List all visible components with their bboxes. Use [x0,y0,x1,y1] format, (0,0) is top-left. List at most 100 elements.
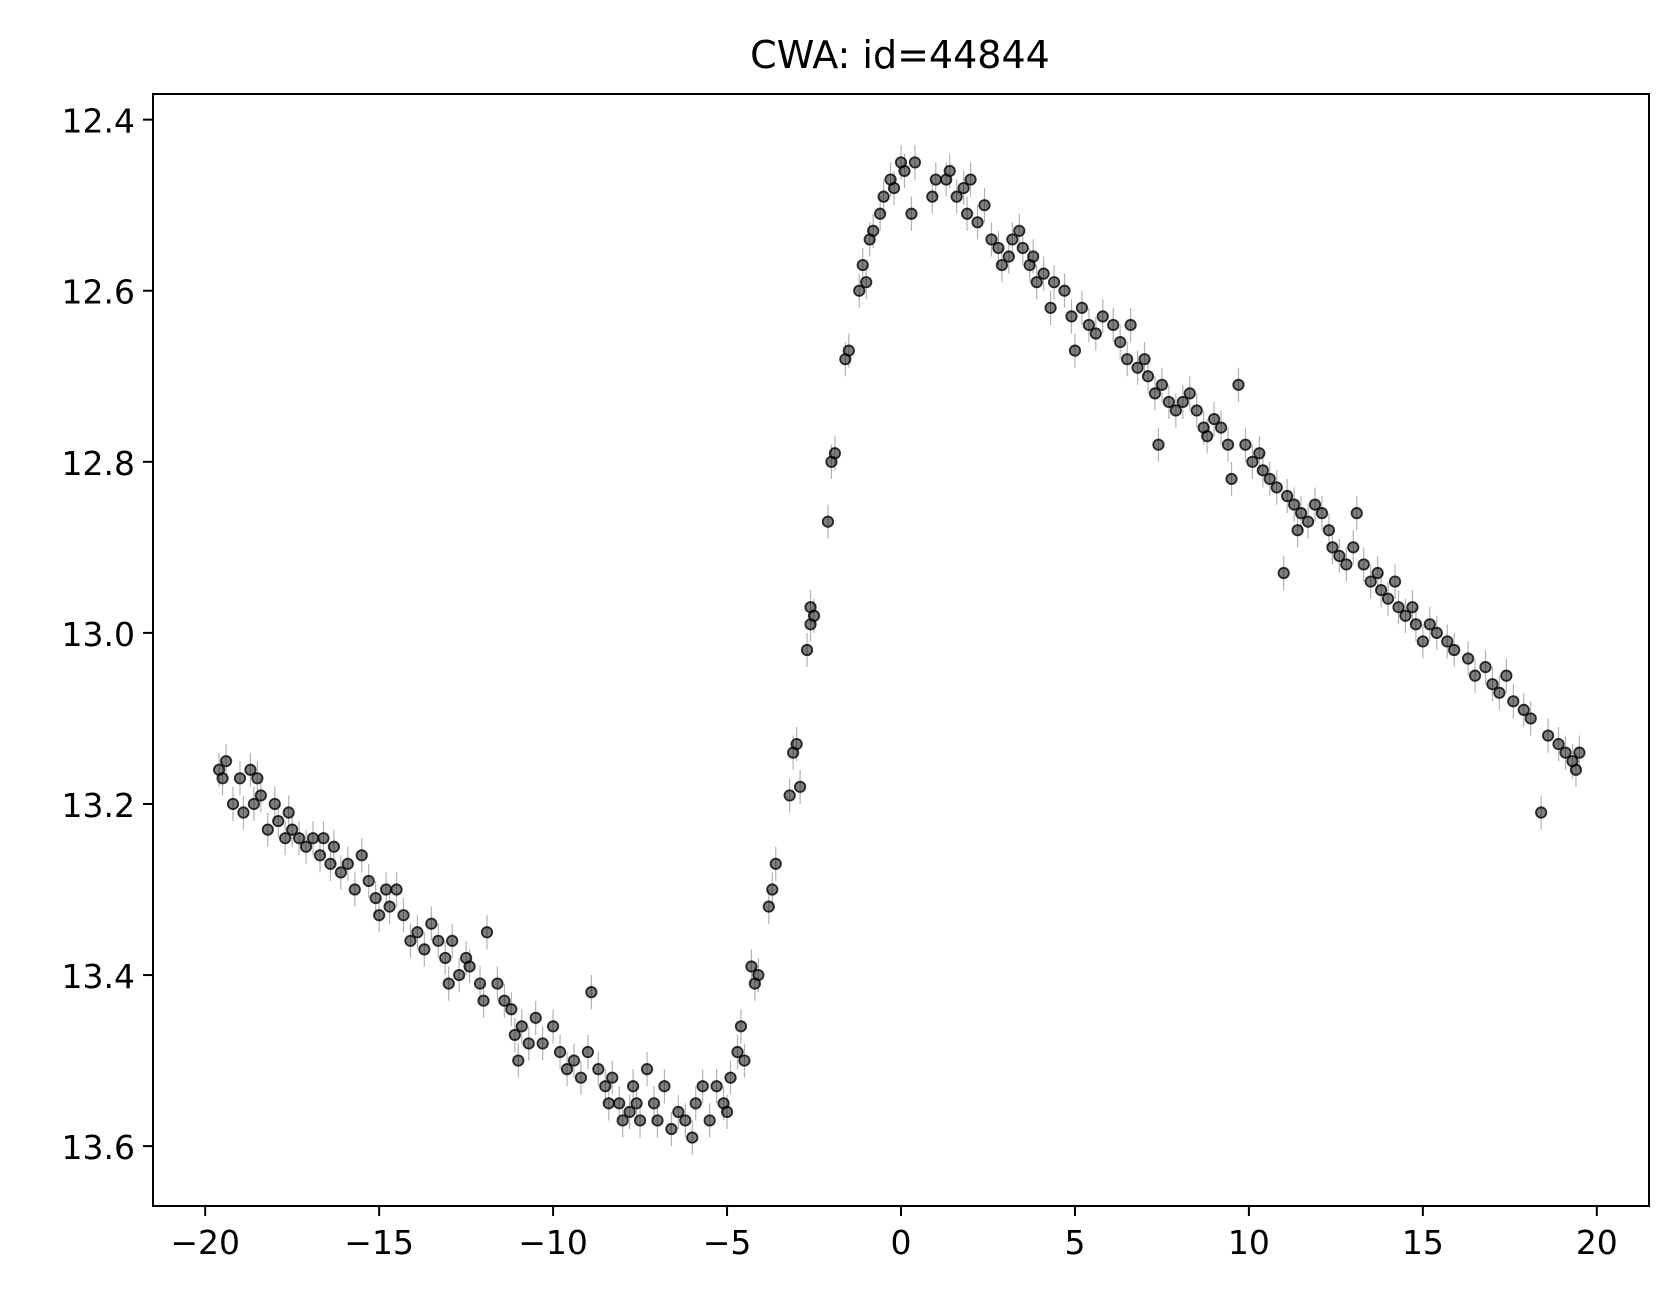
x-tick-label: −20 [170,1223,240,1262]
data-point [362,874,375,888]
data-point [647,1097,661,1110]
data-point [1044,301,1057,314]
data-point [1277,566,1290,580]
data-point [1121,353,1134,366]
data-point [522,1037,535,1050]
plot-frame [152,93,1650,1207]
data-point [1006,233,1019,246]
data-point [418,943,431,956]
data-point [1486,678,1499,691]
data-point [439,951,452,965]
data-point [992,241,1005,255]
data-point [1406,601,1419,614]
data-point [752,968,765,982]
data-point [1027,250,1040,263]
data-point [1253,447,1266,460]
data-point [1288,498,1301,511]
data-point [1114,335,1127,349]
data-point [672,1105,685,1119]
data-point [1232,378,1245,391]
data-point [317,832,330,845]
data-point [703,1114,716,1127]
data-point [1089,327,1102,340]
data-point [251,772,264,785]
data-point [505,1003,518,1016]
data-point [254,789,267,802]
data-point [665,1122,678,1136]
data-point [463,960,476,973]
x-tick-label: 15 [1402,1223,1444,1262]
data-point [233,772,247,785]
data-point [985,233,998,246]
data-point [585,986,598,999]
data-point [477,994,490,1007]
data-point [498,994,511,1007]
data-point [1058,284,1071,297]
data-point [491,977,504,990]
data-point [1013,224,1026,237]
data-point [515,1020,528,1033]
data-point [1016,241,1029,255]
data-point [1270,481,1283,494]
data-point [1030,276,1043,289]
data-point [268,797,281,811]
data-point [627,1080,640,1093]
data-point [651,1114,664,1127]
data-point [1096,310,1109,323]
data-point [640,1063,654,1076]
data-point [853,284,866,297]
data-point [553,1045,567,1059]
data-point [724,1071,737,1084]
data-point [978,199,991,212]
data-point [1399,609,1412,622]
data-point [1148,387,1162,400]
y-tick-label: 12.6 [62,273,135,312]
y-tick-label: 13.0 [62,615,135,654]
data-point [950,190,963,203]
data-point [731,1045,744,1059]
data-point [1131,361,1144,374]
data-point [397,909,410,922]
data-point [279,832,292,845]
data-point [905,207,918,220]
data-point [1430,626,1443,639]
data-point [804,601,817,614]
data-point [226,797,240,811]
data-point [1517,703,1530,716]
data-point [313,849,327,862]
data-point [390,883,403,896]
data-point [1294,507,1308,520]
data-point [1208,412,1221,426]
data-point [286,823,299,836]
data-point [842,344,855,357]
data-point [1152,438,1165,451]
data-point [696,1080,709,1093]
data-point [536,1037,549,1050]
data-point [1364,575,1377,588]
y-tick-label: 12.8 [62,444,135,483]
data-point [1559,746,1572,759]
data-point [512,1054,525,1067]
data-point [1124,318,1137,332]
data-point [1291,524,1304,537]
data-point [1347,541,1360,554]
data-point [710,1080,723,1093]
data-point [272,814,285,828]
data-point [529,1011,542,1024]
data-point [1371,566,1384,580]
data-point [623,1105,636,1119]
data-point [783,789,796,802]
data-point [1479,661,1492,674]
data-point [1333,549,1346,563]
data-points [213,156,1586,1144]
data-point [306,832,320,845]
data-point [1441,635,1454,648]
data-point [1409,618,1423,631]
data-point [1162,395,1175,409]
data-point [957,181,970,195]
data-point [1190,404,1203,417]
data-point [720,1105,734,1119]
data-point [867,224,880,237]
data-point [1569,763,1583,776]
